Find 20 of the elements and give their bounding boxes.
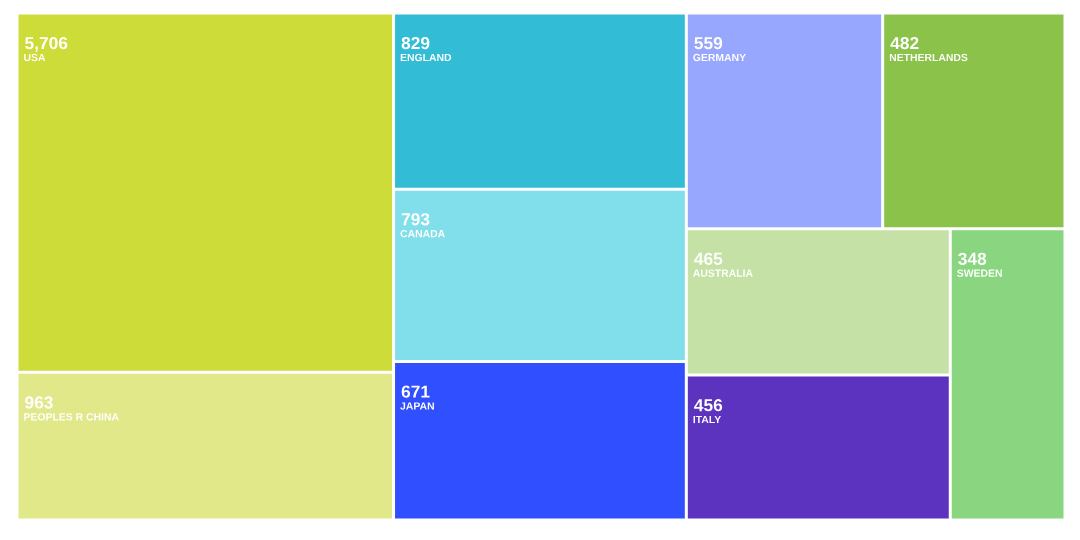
data-label: 559 [694,36,723,50]
data-label: 671 [401,385,430,398]
category-label: NETHERLANDS [889,53,968,62]
category-label: USA [24,53,46,62]
data-label: 793 [401,213,430,226]
category-label: PEOPLES R CHINA [24,413,119,421]
category-label: SWEDEN [957,269,1002,277]
data-label: 456 [694,399,723,412]
category-label: CANADA [400,229,445,238]
data-label: 963 [25,396,53,409]
data-label: 465 [694,252,723,265]
data-label: 5,706 [25,36,68,52]
category-label: AUSTRALIA [693,269,753,277]
data-label: 829 [401,36,430,50]
category-label: ENGLAND [400,53,452,62]
category-label: JAPAN [400,402,434,410]
category-label: GERMANY [693,53,746,62]
category-label: ITALY [693,415,722,424]
data-label: 348 [958,252,987,265]
data-label: 482 [890,36,919,50]
